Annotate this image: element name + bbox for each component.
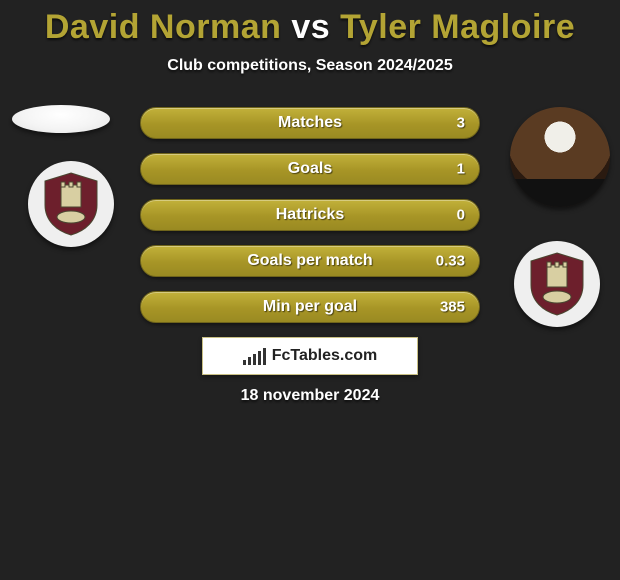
stat-right-value: 0.33: [436, 253, 465, 270]
player2-club-crest-icon: [514, 241, 600, 327]
stat-pill-matches: Matches 3: [140, 107, 480, 139]
stat-right-value: 385: [440, 299, 465, 316]
vs-text: vs: [291, 8, 330, 46]
stat-label: Goals: [288, 160, 332, 178]
brand-text: FcTables.com: [272, 347, 378, 365]
player2-avatar-icon: [510, 107, 610, 207]
subtitle: Club competitions, Season 2024/2025: [167, 57, 452, 75]
stat-right-value: 0: [457, 207, 465, 224]
page-title: David Norman vs Tyler Magloire: [45, 8, 575, 47]
stage: Matches 3 Goals 1 Hattricks 0 Goals per …: [0, 75, 620, 580]
brand-bars-icon: [243, 347, 266, 365]
stat-label: Goals per match: [247, 252, 372, 270]
stat-pill-goals: Goals 1: [140, 153, 480, 185]
stats-column: Matches 3 Goals 1 Hattricks 0 Goals per …: [140, 107, 480, 323]
stat-right-value: 1: [457, 161, 465, 178]
player1-name: David Norman: [45, 8, 282, 46]
stat-label: Min per goal: [263, 298, 357, 316]
stat-label: Hattricks: [276, 206, 344, 224]
player1-club-crest-icon: [28, 161, 114, 247]
date-text: 18 november 2024: [241, 387, 380, 405]
content-root: David Norman vs Tyler Magloire Club comp…: [0, 0, 620, 580]
stat-pill-goals-per-match: Goals per match 0.33: [140, 245, 480, 277]
player1-avatar-icon: [12, 105, 110, 133]
stat-right-value: 3: [457, 115, 465, 132]
brand-box: FcTables.com: [202, 337, 418, 375]
player2-name: Tyler Magloire: [340, 8, 575, 46]
stat-pill-min-per-goal: Min per goal 385: [140, 291, 480, 323]
stat-pill-hattricks: Hattricks 0: [140, 199, 480, 231]
stat-label: Matches: [278, 114, 342, 132]
